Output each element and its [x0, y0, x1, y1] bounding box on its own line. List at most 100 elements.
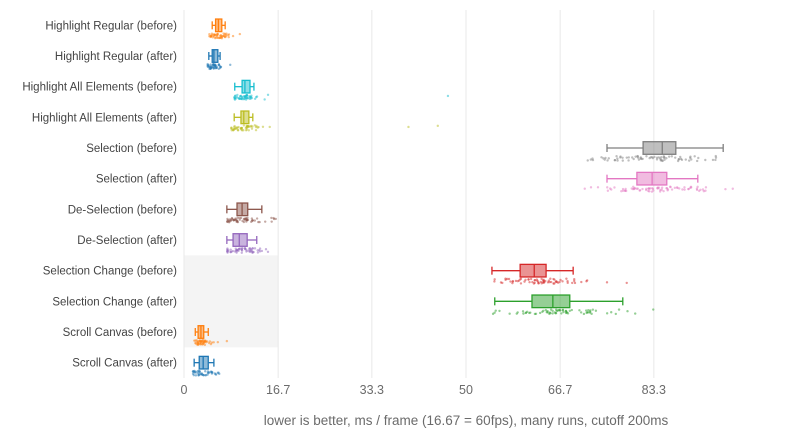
sample-point — [714, 158, 717, 162]
sample-point — [195, 340, 199, 343]
sample-point — [197, 374, 200, 377]
sample-point — [196, 342, 200, 345]
box-trace-3[interactable] — [233, 79, 450, 101]
box[interactable] — [232, 233, 248, 247]
sample-point — [633, 186, 637, 190]
sample-point — [238, 216, 241, 220]
x-tick-label: 50 — [459, 383, 473, 397]
sample-point — [225, 339, 229, 343]
box-trace-2[interactable] — [206, 49, 232, 71]
sample-point — [257, 125, 260, 129]
sample-point — [519, 282, 523, 285]
sample-point — [251, 247, 254, 250]
sample-point — [589, 309, 592, 312]
box[interactable] — [241, 79, 251, 94]
sample-point — [658, 157, 662, 160]
sample-point — [580, 280, 583, 284]
sample-point — [204, 370, 207, 373]
sample-point — [627, 156, 630, 159]
sample-point — [549, 277, 552, 280]
sample-point — [206, 340, 209, 343]
box-trace-4[interactable] — [230, 110, 439, 132]
box[interactable] — [642, 141, 677, 155]
sample-point — [209, 35, 212, 39]
sample-point — [549, 308, 553, 311]
box-trace-8[interactable] — [226, 233, 270, 255]
sample-point — [650, 156, 654, 159]
sample-point — [231, 34, 235, 38]
sample-point — [229, 63, 232, 67]
sample-point — [200, 372, 203, 375]
sample-point — [234, 249, 238, 252]
box-trace-1[interactable] — [208, 18, 242, 40]
sample-point — [554, 280, 558, 283]
sample-point — [260, 249, 264, 253]
sample-point — [244, 94, 248, 97]
sample-point — [665, 157, 668, 160]
sample-point — [585, 279, 589, 282]
sample-point — [632, 185, 635, 189]
sample-point — [529, 277, 533, 281]
sample-point — [208, 371, 211, 374]
category-label: Selection (after) — [96, 174, 177, 186]
sample-point — [596, 186, 600, 189]
sample-point — [630, 187, 633, 190]
sample-point — [234, 217, 237, 220]
sample-point — [704, 186, 708, 189]
sample-point — [507, 277, 511, 281]
box[interactable] — [211, 49, 219, 63]
category-label: Selection Change (before) — [43, 266, 177, 278]
box[interactable] — [531, 294, 571, 309]
sample-point — [620, 190, 623, 193]
sample-point — [524, 311, 528, 314]
box-trace-5[interactable] — [586, 141, 724, 163]
x-tick-label: 0 — [181, 383, 188, 397]
sample-point — [516, 311, 519, 314]
sample-point — [266, 93, 270, 97]
sample-point — [216, 340, 220, 344]
sample-point — [610, 188, 613, 191]
sample-point — [232, 128, 236, 131]
box-trace-6[interactable] — [583, 171, 734, 193]
sample-point — [564, 311, 568, 315]
sample-point — [250, 127, 254, 130]
sample-point — [214, 66, 218, 70]
sample-point — [235, 220, 238, 223]
sample-point — [571, 281, 574, 285]
sample-point — [231, 249, 235, 253]
sample-point — [621, 189, 625, 192]
sample-point — [679, 155, 682, 159]
box-trace-11[interactable] — [193, 325, 229, 347]
sample-point — [227, 33, 231, 36]
sample-point — [586, 311, 589, 314]
x-tick-label: 16.7 — [266, 383, 290, 397]
sample-point — [493, 278, 496, 281]
category-label: Highlight All Elements (before) — [22, 82, 177, 94]
box[interactable] — [519, 263, 547, 278]
sample-point — [617, 308, 621, 311]
box-trace-12[interactable] — [191, 355, 221, 377]
sample-point — [246, 218, 250, 222]
category-label: Selection (before) — [86, 143, 177, 155]
sample-point — [586, 159, 589, 162]
sample-point — [226, 220, 229, 224]
sample-point — [684, 158, 687, 161]
sample-point — [238, 32, 242, 36]
box[interactable] — [240, 110, 250, 125]
sample-point — [229, 248, 232, 251]
sample-point — [666, 189, 669, 192]
sample-point — [407, 125, 410, 129]
sample-point — [589, 186, 593, 189]
sample-point — [683, 188, 686, 191]
sample-point — [648, 156, 651, 160]
sample-point — [641, 187, 644, 191]
sample-point — [242, 124, 246, 127]
sample-point — [625, 156, 629, 159]
sample-point — [675, 186, 679, 189]
box-trace-10[interactable] — [491, 294, 655, 316]
box-trace-9[interactable] — [491, 263, 628, 285]
sample-point — [236, 216, 239, 220]
sample-point — [731, 187, 734, 190]
box-trace-7[interactable] — [226, 202, 277, 224]
sample-point — [266, 250, 270, 254]
